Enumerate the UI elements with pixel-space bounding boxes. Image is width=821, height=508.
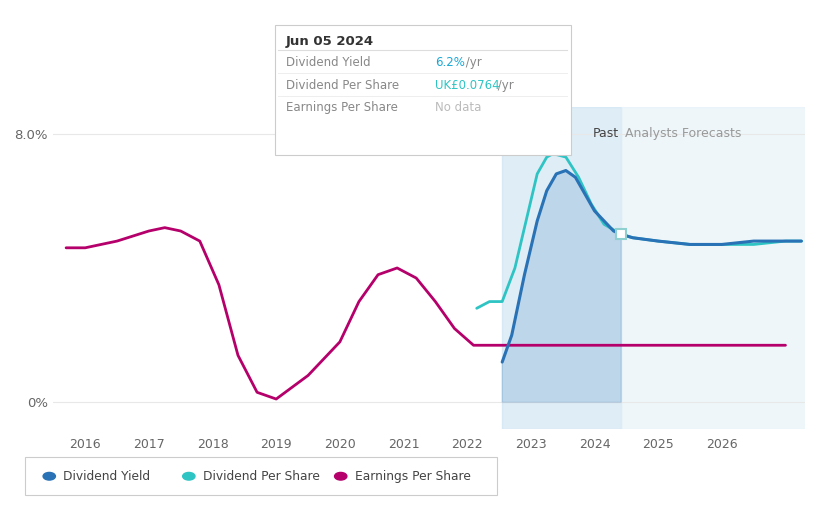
Text: Earnings Per Share: Earnings Per Share (355, 470, 470, 483)
Bar (621, 107, 808, 429)
Text: Earnings Per Share: Earnings Per Share (286, 101, 397, 114)
Bar (502, 107, 621, 429)
Text: UK£0.0764: UK£0.0764 (435, 79, 500, 92)
Text: /yr: /yr (461, 56, 481, 69)
Polygon shape (502, 171, 621, 402)
Text: 6.2%: 6.2% (435, 56, 465, 69)
Text: Dividend Per Share: Dividend Per Share (203, 470, 319, 483)
Text: Analysts Forecasts: Analysts Forecasts (625, 127, 741, 140)
Text: Jun 05 2024: Jun 05 2024 (286, 35, 374, 48)
Text: Dividend Yield: Dividend Yield (286, 56, 370, 69)
Text: Dividend Yield: Dividend Yield (63, 470, 150, 483)
Text: Dividend Per Share: Dividend Per Share (286, 79, 399, 92)
Text: /yr: /yr (493, 79, 513, 92)
Text: Past: Past (593, 127, 619, 140)
Text: No data: No data (435, 101, 481, 114)
